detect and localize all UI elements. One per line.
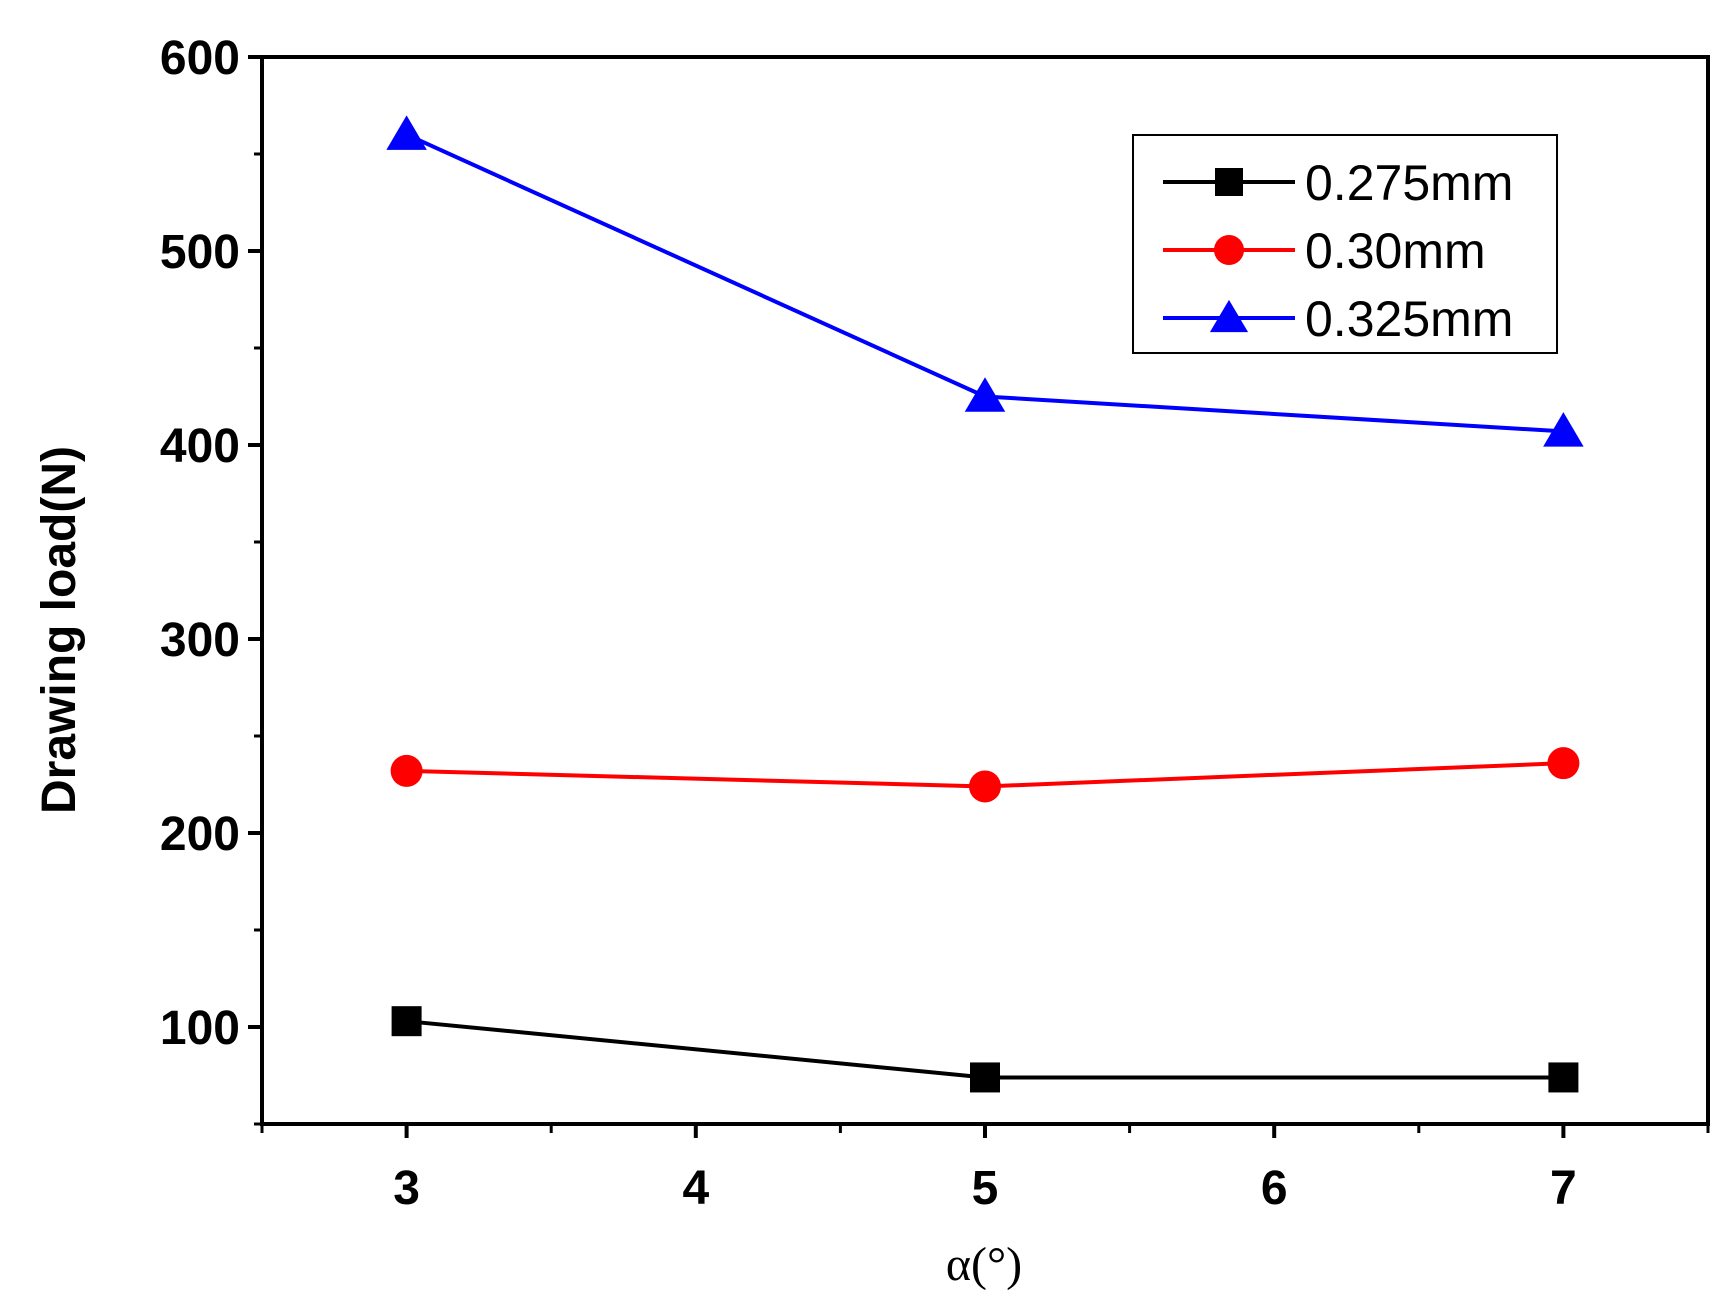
data-point (386, 115, 427, 150)
legend-marker (1209, 299, 1249, 333)
data-point (1548, 1062, 1579, 1093)
y-tick-label: 600 (160, 32, 240, 85)
legend-label: 0.325mm (1305, 291, 1513, 347)
y-tick-label: 500 (160, 226, 240, 279)
legend-label: 0.275mm (1305, 155, 1513, 211)
legend-item: 0.325mm (1163, 291, 1513, 347)
x-tick-label: 6 (1261, 1162, 1288, 1215)
legend-label: 0.30mm (1305, 223, 1486, 279)
data-point (1543, 412, 1584, 447)
x-axis-title: α(°) (946, 1238, 1022, 1291)
legend: 0.275mm 0.30mm 0.325mm (1132, 134, 1558, 354)
series-0-275mm (391, 1006, 1579, 1093)
x-tick-label: 5 (972, 1162, 999, 1215)
data-point (964, 377, 1006, 412)
y-axis-title: Drawing load(N) (33, 446, 86, 814)
y-axis: 100 200 300 400 500 600 (160, 32, 262, 1126)
y-tick-label: 200 (160, 808, 240, 861)
y-tick-label: 400 (160, 420, 240, 473)
x-tick-label: 7 (1550, 1162, 1577, 1215)
series-layer (386, 115, 1584, 1093)
y-tick-label: 100 (160, 1002, 240, 1055)
y-tick-label: 300 (160, 614, 240, 667)
legend-item: 0.30mm (1163, 223, 1486, 279)
legend-marker (1215, 168, 1243, 196)
data-point (970, 1062, 1000, 1093)
data-point (1547, 747, 1580, 780)
data-point (391, 1006, 422, 1037)
x-tick-label: 4 (682, 1162, 709, 1215)
x-tick-label: 3 (393, 1162, 420, 1215)
series-0-325mm (386, 115, 1584, 447)
data-point (390, 754, 423, 787)
series-0-30mm (390, 747, 1580, 803)
legend-marker (1214, 235, 1244, 265)
legend-item: 0.275mm (1163, 155, 1513, 211)
x-axis: 3 4 5 6 7 (260, 1124, 1710, 1215)
data-point (969, 770, 1001, 803)
